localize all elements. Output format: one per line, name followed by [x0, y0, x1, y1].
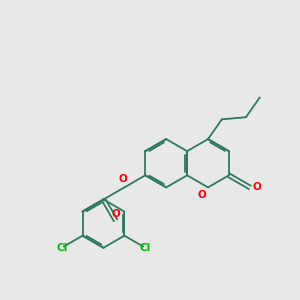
Text: Cl: Cl [56, 243, 67, 253]
Text: O: O [118, 175, 127, 184]
Text: O: O [111, 209, 120, 219]
Text: O: O [198, 190, 206, 200]
Text: Cl: Cl [140, 243, 151, 253]
Text: O: O [252, 182, 261, 192]
